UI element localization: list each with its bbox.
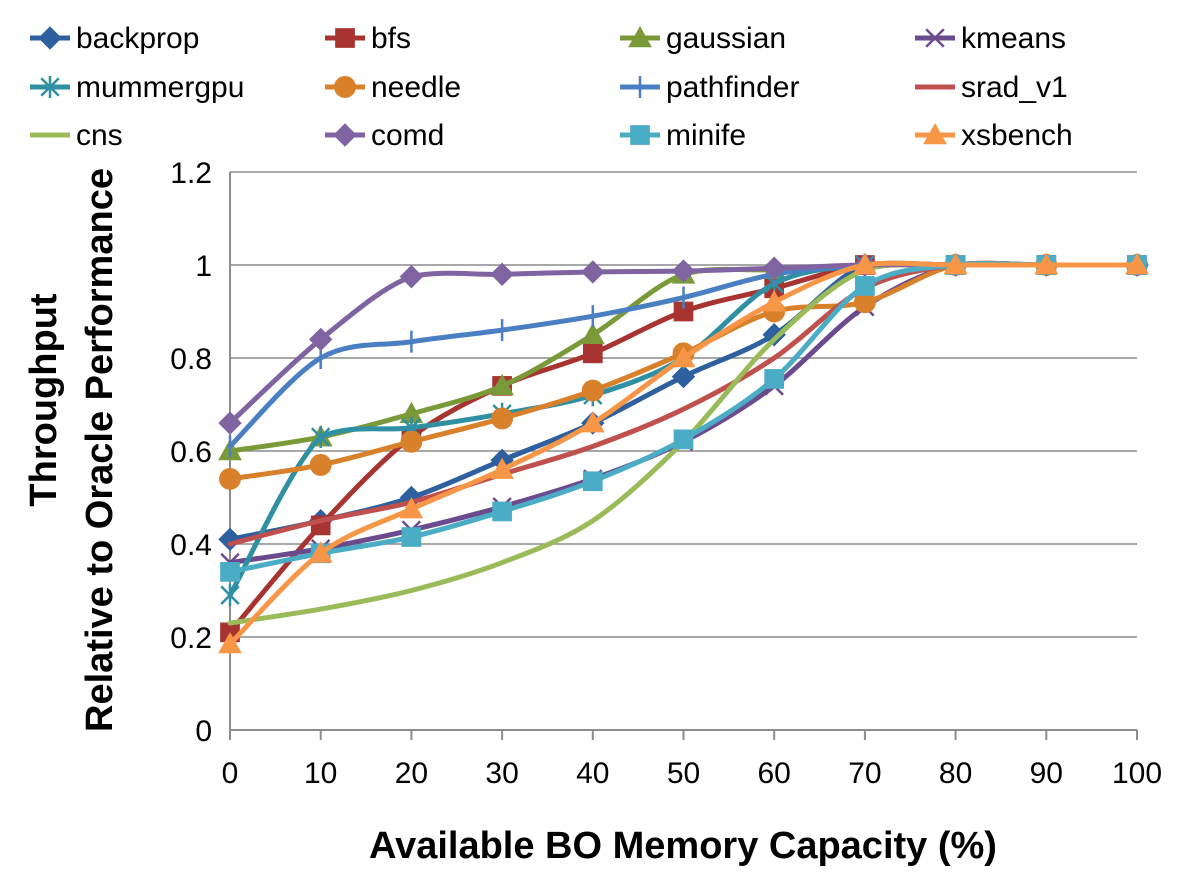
- data-point-comd: [399, 264, 424, 289]
- x-tick-label: 40: [576, 757, 609, 790]
- x-axis-title: Available BO Memory Capacity (%): [369, 825, 997, 867]
- legend-marker: [334, 76, 356, 98]
- data-point-needle: [581, 379, 604, 402]
- data-point-comd: [308, 327, 333, 352]
- y-tick-label: 1.2: [170, 157, 212, 190]
- x-tick-label: 70: [848, 757, 881, 790]
- legend-label: xsbench: [961, 119, 1073, 152]
- legend-marker: [925, 28, 945, 48]
- legend-item-needle: needle: [325, 71, 461, 104]
- data-point-xsbench: [218, 631, 242, 654]
- data-point-gaussian: [490, 373, 514, 396]
- legend-label: needle: [371, 71, 461, 104]
- data-point-minife: [492, 501, 512, 522]
- y-tick-label: 0: [195, 715, 212, 748]
- data-point-comd: [490, 262, 514, 287]
- legend-marker: [40, 76, 60, 98]
- data-point-minife: [220, 562, 240, 582]
- legend-marker: [628, 25, 652, 48]
- data-point-xsbench: [853, 252, 877, 275]
- data-point-needle: [491, 407, 514, 430]
- data-point-comd: [581, 260, 605, 284]
- y-tick-label: 0.2: [170, 622, 212, 655]
- legend-label: minife: [666, 119, 746, 152]
- legend-marker: [38, 26, 62, 50]
- data-point-comd: [671, 259, 696, 283]
- data-point-xsbench: [671, 345, 696, 368]
- y-axis-title-line2: Relative to Oracle Performance: [79, 168, 121, 732]
- legend-marker: [923, 122, 947, 145]
- y-axis-title-line1: Throughput: [23, 293, 65, 506]
- x-tick-label: 100: [1112, 757, 1162, 790]
- legend-item-backprop: backprop: [30, 22, 199, 55]
- legend-marker: [333, 123, 357, 147]
- x-tick-label: 60: [758, 757, 791, 790]
- legend-item-comd: comd: [325, 119, 444, 152]
- data-point-bfs: [582, 343, 603, 364]
- legend-item-xsbench: xsbench: [915, 119, 1073, 152]
- data-point-xsbench: [1125, 252, 1149, 275]
- y-tick-label: 1: [195, 250, 212, 283]
- data-point-needle: [219, 467, 241, 490]
- data-point-backprop: [671, 364, 696, 389]
- legend-label: comd: [371, 119, 444, 152]
- legend-item-pathfinder: pathfinder: [620, 71, 799, 104]
- x-tick-label: 20: [395, 757, 428, 790]
- data-point-needle: [309, 454, 332, 476]
- legend-item-cns: cns: [30, 119, 123, 152]
- data-point-minife: [855, 276, 875, 296]
- legend-item-mummergpu: mummergpu: [30, 71, 244, 104]
- legend-label: bfs: [371, 22, 411, 55]
- data-point-minife: [582, 471, 603, 492]
- data-point-needle: [400, 430, 423, 453]
- data-point-mummergpu: [311, 426, 331, 449]
- legend-item-bfs: bfs: [325, 22, 411, 55]
- legend-label: cns: [76, 119, 123, 152]
- legend-label: kmeans: [961, 22, 1066, 55]
- data-point-minife: [673, 429, 694, 450]
- legend-label: gaussian: [666, 22, 786, 55]
- y-tick-label: 0.8: [170, 343, 212, 376]
- legend-item-minife: minife: [620, 119, 746, 152]
- data-point-gaussian: [580, 322, 605, 345]
- x-tick-label: 50: [667, 757, 700, 790]
- legend-item-gaussian: gaussian: [620, 22, 786, 55]
- legend-item-kmeans: kmeans: [915, 22, 1066, 55]
- data-point-minife: [401, 527, 422, 547]
- legend-marker: [630, 125, 650, 145]
- legend-item-srad_v1: srad_v1: [915, 71, 1068, 104]
- x-tick-label: 0: [222, 757, 239, 790]
- series-xsbench: [218, 252, 1149, 654]
- data-point-comd: [218, 411, 242, 435]
- x-tick-label: 80: [939, 757, 972, 790]
- x-tick-label: 90: [1030, 757, 1063, 790]
- legend-marker: [335, 28, 355, 48]
- data-point-xsbench: [308, 541, 333, 563]
- data-point-comd: [762, 256, 786, 280]
- data-point-mummergpu: [220, 584, 240, 607]
- legend-label: mummergpu: [76, 71, 244, 104]
- data-point-xsbench: [399, 497, 424, 519]
- x-tick-label: 30: [485, 757, 518, 790]
- data-point-xsbench: [490, 457, 514, 479]
- legend-label: pathfinder: [666, 71, 799, 104]
- data-point-xsbench: [762, 290, 787, 312]
- legend: backprop bfs gaussian kmeans mummergpu needle…: [30, 22, 1073, 152]
- legend-label: srad_v1: [961, 71, 1068, 104]
- x-tick-label: 10: [304, 757, 337, 790]
- data-point-xsbench: [580, 411, 605, 433]
- plot-area: [218, 252, 1149, 654]
- y-tick-label: 0.6: [170, 436, 212, 469]
- data-point-xsbench: [943, 252, 968, 275]
- data-point-backprop: [218, 527, 242, 552]
- legend-label: backprop: [76, 22, 199, 55]
- data-point-minife: [764, 369, 785, 389]
- tick-labels: 0 0.2 0.4 0.6 0.8 1 1.2 0 10 20 30 40 50 60 70 80 90 100: [170, 157, 1162, 790]
- data-point-xsbench: [1034, 252, 1059, 275]
- gridlines: [230, 171, 1137, 638]
- y-tick-label: 0.4: [170, 529, 212, 562]
